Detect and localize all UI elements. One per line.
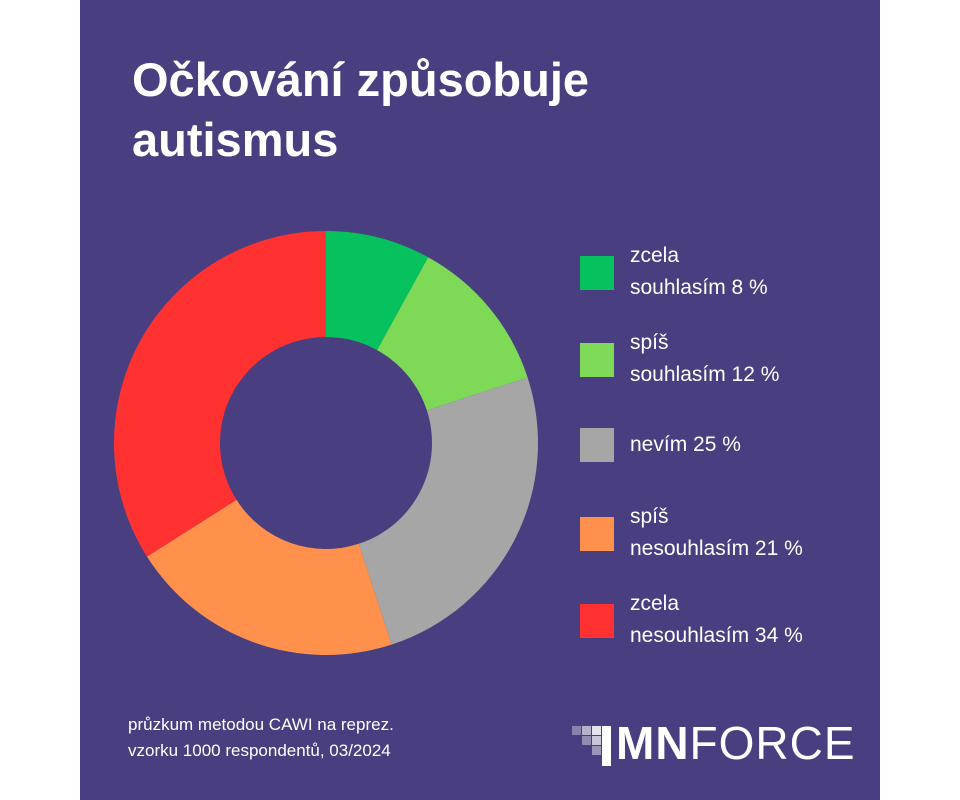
logo-wordmark: MNFORCE bbox=[616, 718, 856, 768]
chart-title: Očkování způsobuje autismus bbox=[132, 50, 832, 170]
legend-item: nevím 25 % bbox=[580, 412, 870, 499]
legend-swatch bbox=[580, 256, 614, 290]
legend-label: zcela nesouhlasím 34 % bbox=[630, 588, 803, 652]
legend-item: zcela souhlasím 8 % bbox=[580, 238, 870, 325]
legend-label-line: souhlasím 12 % bbox=[630, 363, 780, 386]
footnote-line-2: vzorku 1000 respondentů, 03/2024 bbox=[128, 741, 391, 760]
logo-mark-icon bbox=[572, 726, 611, 766]
donut-slice bbox=[358, 377, 538, 645]
chart-title-line-2: autismus bbox=[132, 113, 339, 166]
legend-label-line: nesouhlasím 21 % bbox=[630, 537, 803, 560]
survey-footnote: průzkum metodou CAWI na reprez. vzorku 1… bbox=[128, 712, 394, 764]
legend-label: spíš nesouhlasím 21 % bbox=[630, 501, 803, 565]
donut-slice bbox=[326, 231, 429, 351]
legend-swatch bbox=[580, 428, 614, 462]
footnote-line-1: průzkum metodou CAWI na reprez. bbox=[128, 715, 394, 734]
donut-slice bbox=[377, 257, 528, 411]
legend-label-line: nesouhlasím 34 % bbox=[630, 624, 803, 647]
legend-label: zcela souhlasím 8 % bbox=[630, 240, 768, 304]
chart-title-line-1: Očkování způsobuje bbox=[132, 53, 590, 106]
legend-label-line: spíš bbox=[630, 331, 669, 354]
infographic-panel: Očkování způsobuje autismus zcela souhlas… bbox=[80, 0, 880, 800]
chart-legend: zcela souhlasím 8 % spíš souhlasím 12 % neví… bbox=[580, 238, 870, 673]
legend-label-line: nevím 25 % bbox=[630, 433, 741, 456]
donut-slice bbox=[114, 231, 326, 557]
legend-label: spíš souhlasím 12 % bbox=[630, 327, 779, 391]
legend-label-line: zcela bbox=[630, 592, 680, 615]
legend-item: zcela nesouhlasím 34 % bbox=[580, 586, 870, 673]
donut-slice bbox=[147, 499, 392, 655]
legend-item: spíš souhlasím 12 % bbox=[580, 325, 870, 412]
legend-swatch bbox=[580, 517, 614, 551]
legend-swatch bbox=[580, 604, 614, 638]
legend-label: nevím 25 % bbox=[630, 429, 741, 461]
legend-label-line: souhlasím 8 % bbox=[630, 276, 768, 299]
legend-label-line: spíš bbox=[630, 505, 669, 528]
mnforce-logo: MNFORCE bbox=[572, 718, 855, 768]
logo-text-light: FORCE bbox=[689, 717, 856, 769]
legend-swatch bbox=[580, 343, 614, 377]
legend-label-line: zcela bbox=[630, 244, 680, 267]
donut-chart bbox=[114, 231, 538, 655]
logo-text-bold: MN bbox=[616, 717, 690, 769]
legend-item: spíš nesouhlasím 21 % bbox=[580, 499, 870, 586]
